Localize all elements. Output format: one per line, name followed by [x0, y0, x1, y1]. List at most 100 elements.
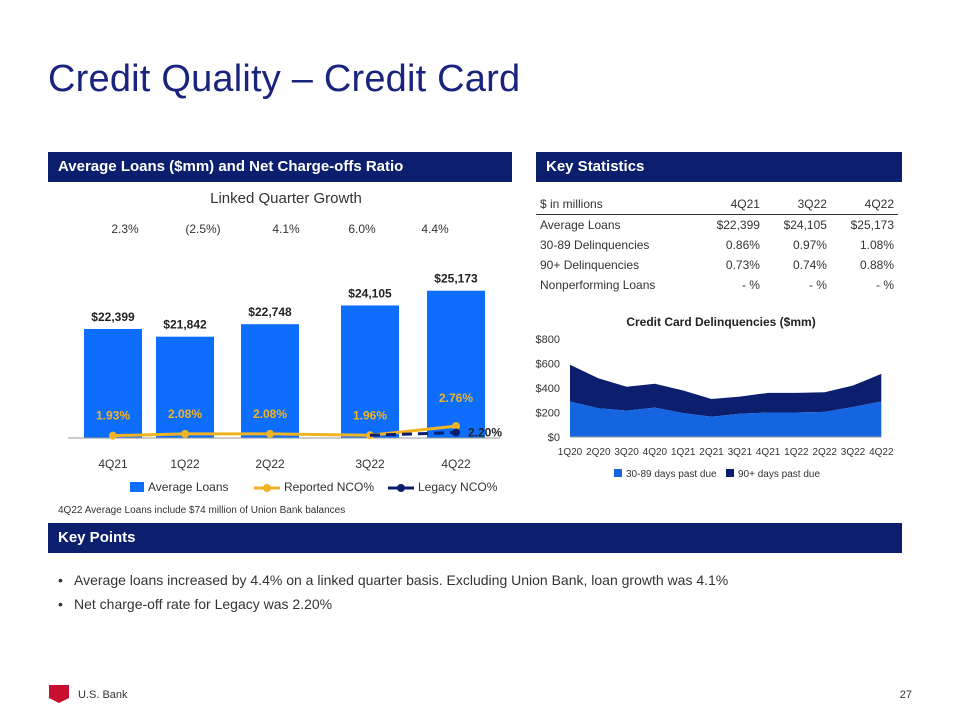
y-tick-label: $0	[548, 432, 560, 444]
table-row: 30-89 Delinquencies 0.86% 0.97% 1.08%	[536, 235, 898, 255]
table-cell: 0.97%	[792, 238, 827, 252]
growth-value: 4.4%	[421, 222, 449, 236]
table-cell: $24,105	[783, 218, 827, 232]
table-cell: 90+ Delinquencies	[540, 258, 640, 272]
x-tick-label: 3Q22	[841, 447, 866, 458]
loans-nco-chart: $22,399 4Q21 $21,842 1Q22 $22,748 2Q22 $24,105…	[68, 272, 502, 494]
reported-nco-label: 1.96%	[353, 408, 387, 422]
legend-swatch	[263, 484, 271, 492]
column-header: 4Q22	[830, 194, 898, 215]
y-tick-label: $400	[536, 383, 560, 395]
footnote: 4Q22 Average Loans include $74 million o…	[58, 505, 346, 516]
table-cell: - %	[808, 278, 827, 292]
table-row: Average Loans $22,399 $24,105 $25,173	[536, 215, 898, 236]
page-title: Credit Quality – Credit Card	[48, 58, 521, 100]
key-point-text: Net charge-off rate for Legacy was 2.20%	[74, 596, 333, 612]
table-cell: 1.08%	[859, 238, 894, 252]
x-tick-label: 4Q22	[441, 457, 471, 471]
table-row: 90+ Delinquencies 0.73% 0.74% 0.88%	[536, 255, 898, 275]
x-tick-label: 1Q20	[558, 447, 583, 458]
bar	[427, 290, 485, 438]
table-cell: Average Loans	[540, 218, 621, 232]
x-tick-label: 2Q20	[586, 447, 611, 458]
list-item: • Net charge-off rate for Legacy was 2.20…	[58, 596, 728, 612]
x-tick-label: 1Q22	[784, 447, 809, 458]
table-cell: $25,173	[850, 218, 894, 232]
y-tick-label: $600	[536, 359, 560, 371]
x-tick-label: 2Q22	[255, 457, 285, 471]
x-tick-label: 2Q22	[812, 447, 837, 458]
reported-nco-point	[452, 422, 460, 431]
bullet-icon: •	[58, 572, 63, 588]
legend-swatch	[397, 484, 405, 492]
loans-section-header: Average Loans ($mm) and Net Charge-offs …	[48, 152, 512, 182]
bar	[341, 305, 399, 438]
key-points-list: • Average loans increased by 4.4% on a li…	[58, 572, 728, 620]
x-tick-label: 1Q21	[671, 447, 696, 458]
list-item: • Average loans increased by 4.4% on a li…	[58, 572, 728, 588]
reported-nco-point	[109, 431, 117, 440]
x-tick-label: 3Q21	[728, 447, 753, 458]
x-tick-label: 2Q21	[699, 447, 724, 458]
column-header: 3Q22	[763, 194, 831, 215]
y-tick-label: $800	[536, 334, 560, 346]
growth-value: 4.1%	[272, 222, 300, 236]
x-tick-label: 1Q22	[170, 457, 200, 471]
table-cell: 30-89 Delinquencies	[540, 238, 650, 252]
x-tick-label: 3Q22	[355, 457, 385, 471]
delinquencies-chart: Credit Card Delinquencies ($mm) $0 $200 $40…	[536, 315, 894, 480]
x-tick-label: 4Q21	[98, 457, 128, 471]
chart-title: Credit Card Delinquencies ($mm)	[626, 315, 815, 329]
reported-nco-point	[181, 429, 189, 438]
reported-nco-label: 2.76%	[439, 391, 473, 405]
legend-swatch	[614, 469, 622, 477]
bar	[241, 324, 299, 438]
legend-label: Reported NCO%	[284, 480, 374, 494]
bar-value-label: $22,399	[91, 310, 135, 324]
reported-nco-point	[266, 429, 274, 438]
x-tick-label: 4Q21	[756, 447, 781, 458]
key-points-section-header: Key Points	[48, 523, 902, 553]
bar	[84, 328, 142, 438]
table-cell: - %	[741, 278, 760, 292]
legacy-nco-point	[452, 428, 460, 437]
bar	[156, 336, 214, 438]
bar-value-label: $22,748	[248, 305, 292, 319]
table-header-row: $ in millions 4Q21 3Q22 4Q22	[536, 194, 898, 215]
growth-title: Linked Quarter Growth	[210, 190, 362, 207]
bullet-icon: •	[58, 596, 63, 612]
column-header: 4Q21	[696, 194, 764, 215]
growth-value: 2.3%	[111, 222, 139, 236]
table-cell: Nonperforming Loans	[540, 278, 656, 292]
x-tick-label: 4Q22	[869, 447, 894, 458]
page-number: 27	[899, 689, 912, 701]
column-header: $ in millions	[536, 194, 697, 215]
table-cell: - %	[876, 278, 894, 292]
x-tick-label: 4Q20	[643, 447, 668, 458]
legend-swatch	[130, 482, 144, 492]
legend-label: Average Loans	[148, 480, 229, 494]
growth-value: 6.0%	[348, 222, 376, 236]
key-point-text: Average loans increased by 4.4% on a lin…	[74, 572, 729, 588]
legacy-nco-line	[369, 431, 457, 437]
x-tick-label: 3Q20	[614, 447, 639, 458]
legend-label: 30-89 days past due	[626, 469, 717, 480]
bar-value-label: $24,105	[348, 286, 392, 300]
table-cell: 0.73%	[725, 258, 760, 272]
table-cell: 0.74%	[792, 258, 827, 272]
legend-swatch	[726, 469, 734, 477]
reported-nco-label: 2.08%	[253, 407, 287, 421]
area-30-89-days	[570, 401, 882, 437]
reported-nco-label: 2.08%	[168, 407, 202, 421]
bar-value-label: $25,173	[434, 272, 478, 286]
area-90-plus-days	[570, 364, 882, 417]
legend-label: 90+ days past due	[738, 469, 820, 480]
bar-value-label: $21,842	[163, 318, 207, 332]
stats-section-header: Key Statistics	[536, 152, 902, 182]
table-cell: 0.88%	[859, 258, 894, 272]
key-statistics-table: $ in millions 4Q21 3Q22 4Q22 Average Loa…	[536, 194, 898, 295]
brand-name: U.S. Bank	[78, 689, 128, 701]
table-cell: 0.86%	[725, 238, 760, 252]
table-cell: $22,399	[716, 218, 760, 232]
growth-value: (2.5%)	[185, 222, 221, 236]
